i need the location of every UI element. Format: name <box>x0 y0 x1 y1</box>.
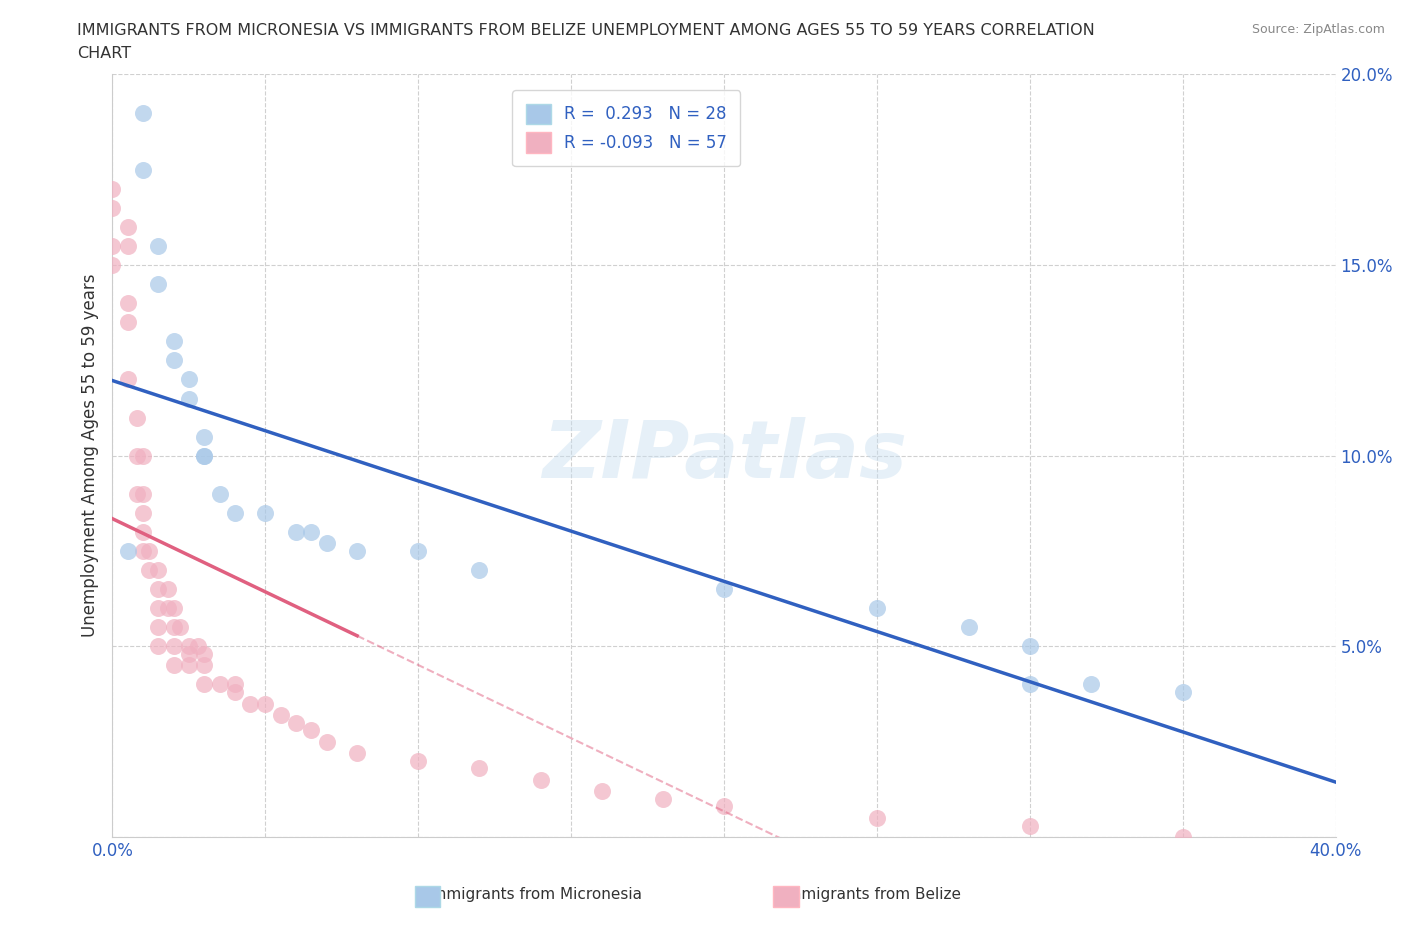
Point <box>224 506 246 521</box>
Point <box>208 677 231 692</box>
Point <box>177 658 200 673</box>
Point <box>254 696 277 711</box>
Point <box>101 239 124 254</box>
Point <box>187 639 209 654</box>
Point <box>117 543 139 558</box>
Point <box>239 696 262 711</box>
Point <box>193 658 215 673</box>
Point <box>117 219 139 234</box>
Point <box>163 620 186 635</box>
Point <box>346 543 368 558</box>
Point <box>408 753 430 768</box>
Point <box>299 525 322 539</box>
Point <box>148 582 170 597</box>
Text: Immigrants from Micronesia: Immigrants from Micronesia <box>427 887 641 902</box>
Point <box>193 646 215 661</box>
Point <box>138 563 160 578</box>
Point <box>117 239 139 254</box>
Point <box>156 582 179 597</box>
Point <box>148 239 170 254</box>
Point <box>132 543 155 558</box>
Point <box>132 506 155 521</box>
Point <box>163 352 186 367</box>
Point <box>284 715 308 730</box>
Point <box>284 525 308 539</box>
Point <box>125 410 148 425</box>
Point <box>169 620 191 635</box>
Text: IMMIGRANTS FROM MICRONESIA VS IMMIGRANTS FROM BELIZE UNEMPLOYMENT AMONG AGES 55 : IMMIGRANTS FROM MICRONESIA VS IMMIGRANTS… <box>77 23 1095 38</box>
Point <box>117 314 139 330</box>
Text: Immigrants from Belize: Immigrants from Belize <box>782 887 962 902</box>
Point <box>299 723 322 737</box>
Point <box>163 334 186 349</box>
Point <box>315 735 337 750</box>
Point <box>177 646 200 661</box>
Point <box>101 258 124 272</box>
Point <box>346 746 368 761</box>
Point <box>591 784 613 799</box>
Point <box>148 639 170 654</box>
Point <box>866 601 889 616</box>
Point <box>117 372 139 387</box>
Text: CHART: CHART <box>77 46 131 61</box>
Point <box>713 799 735 814</box>
Point <box>193 430 215 445</box>
Point <box>208 486 231 501</box>
Text: Source: ZipAtlas.com: Source: ZipAtlas.com <box>1251 23 1385 36</box>
Point <box>1018 677 1040 692</box>
Point <box>132 105 155 120</box>
Point <box>163 658 186 673</box>
Point <box>148 563 170 578</box>
Y-axis label: Unemployment Among Ages 55 to 59 years: Unemployment Among Ages 55 to 59 years <box>80 274 98 637</box>
Point <box>1018 639 1040 654</box>
Point <box>132 163 155 178</box>
Point <box>315 536 337 551</box>
Point <box>1171 830 1194 844</box>
Point <box>1080 677 1102 692</box>
Point <box>468 761 491 776</box>
Point <box>193 448 215 463</box>
Point <box>132 486 155 501</box>
Point <box>468 563 491 578</box>
Point <box>138 543 160 558</box>
Text: ZIPatlas: ZIPatlas <box>541 417 907 495</box>
Point <box>117 296 139 311</box>
Point <box>148 620 170 635</box>
Point <box>224 684 246 699</box>
Point <box>163 601 186 616</box>
Point <box>193 677 215 692</box>
Point <box>713 582 735 597</box>
Point <box>156 601 179 616</box>
Point <box>866 811 889 826</box>
Point <box>1018 818 1040 833</box>
Point <box>148 277 170 292</box>
Point <box>408 543 430 558</box>
Point <box>125 486 148 501</box>
Point <box>957 620 980 635</box>
Point <box>177 391 200 405</box>
Point <box>254 506 277 521</box>
Point <box>101 181 124 196</box>
Point <box>530 772 553 787</box>
Point <box>125 448 148 463</box>
Point <box>193 448 215 463</box>
Point <box>177 372 200 387</box>
Point <box>163 639 186 654</box>
Point <box>1171 684 1194 699</box>
Point <box>177 639 200 654</box>
Point <box>652 791 675 806</box>
Point <box>224 677 246 692</box>
Legend: R =  0.293   N = 28, R = -0.093   N = 57: R = 0.293 N = 28, R = -0.093 N = 57 <box>512 90 740 166</box>
Point <box>270 708 292 723</box>
Point <box>101 200 124 215</box>
Point <box>148 601 170 616</box>
Point <box>132 525 155 539</box>
Point <box>132 448 155 463</box>
